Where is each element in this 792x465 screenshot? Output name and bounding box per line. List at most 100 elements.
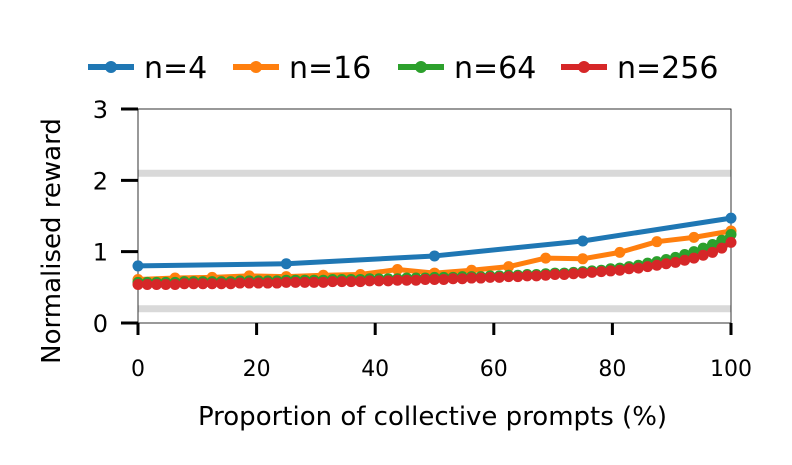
data-point [391, 264, 403, 275]
data-point [327, 276, 339, 288]
data-point [651, 259, 663, 271]
data-point [141, 278, 153, 290]
data-point [540, 252, 552, 264]
legend-label: n=256 [617, 51, 718, 86]
data-point [493, 271, 505, 283]
x-tick-label: 20 [243, 357, 271, 382]
legend-swatch-marker [578, 61, 590, 73]
data-point [706, 246, 718, 258]
data-point [558, 268, 570, 280]
data-point [456, 273, 468, 285]
data-point [577, 253, 589, 265]
data-point [382, 275, 394, 287]
data-point [364, 275, 376, 287]
data-point [373, 275, 385, 287]
data-point [336, 276, 348, 288]
data-point [345, 276, 357, 288]
data-point [429, 273, 440, 285]
data-point [614, 246, 626, 258]
data-point [391, 274, 403, 286]
data-point [475, 272, 487, 284]
legend-entry-n-4: n=4 [88, 51, 207, 86]
data-point [466, 272, 478, 284]
data-point [577, 235, 589, 247]
x-tick-label: 40 [361, 357, 389, 382]
data-point [586, 266, 598, 278]
data-point [484, 271, 496, 283]
data-point [188, 278, 200, 290]
data-point [160, 278, 172, 290]
x-tick-label: 80 [598, 357, 626, 382]
data-point [632, 262, 644, 274]
data-point [438, 273, 450, 285]
data-point [642, 261, 654, 273]
data-point [429, 250, 440, 262]
legend-swatch-marker [250, 61, 262, 73]
data-point [178, 278, 190, 290]
data-point [419, 273, 431, 285]
data-point [132, 278, 144, 290]
data-point [595, 266, 607, 278]
data-point [410, 274, 422, 286]
data-point [225, 278, 237, 290]
data-point [271, 277, 283, 289]
data-point [623, 263, 635, 275]
data-point [243, 277, 255, 289]
legend-label: n=64 [454, 51, 536, 86]
x-axis-label: Proportion of collective prompts (%) [198, 402, 667, 432]
data-point [151, 278, 163, 290]
data-point [651, 236, 663, 248]
data-point [521, 270, 533, 282]
data-point [679, 254, 691, 266]
legend-entry-n-64: n=64 [398, 51, 536, 86]
y-tick-label: 0 [93, 310, 108, 338]
data-point [503, 271, 515, 283]
data-point [669, 256, 681, 268]
legend-label: n=16 [289, 51, 371, 86]
data-point [716, 242, 728, 254]
data-point [688, 231, 700, 243]
data-point [605, 265, 617, 277]
data-point [234, 277, 246, 289]
data-point [660, 258, 672, 270]
data-point [354, 276, 366, 288]
legend: n=4 n=16 n=64 n=256 [88, 51, 718, 86]
data-point [530, 270, 542, 282]
data-point [447, 273, 459, 285]
data-point [280, 276, 292, 288]
axes: 0 20 40 60 80 100 0 1 2 3 [93, 96, 752, 382]
data-point [215, 278, 227, 290]
y-tick-label: 2 [93, 167, 108, 195]
data-point [614, 264, 626, 276]
series-layer [132, 212, 737, 290]
y-tick-label: 1 [93, 239, 108, 267]
data-point [169, 278, 181, 290]
data-point [317, 276, 329, 288]
data-point [308, 276, 320, 288]
data-point [262, 277, 274, 289]
legend-swatch-marker [415, 61, 427, 73]
plot-area-frame [137, 108, 732, 324]
series-n-256 [132, 236, 737, 290]
data-point [290, 276, 302, 288]
data-point [512, 271, 524, 283]
data-point [540, 269, 552, 281]
legend-entry-n-256: n=256 [561, 51, 718, 86]
data-point [725, 212, 737, 224]
legend-label: n=4 [144, 51, 207, 86]
data-point [280, 258, 292, 270]
data-point [401, 274, 413, 286]
x-tick-label: 100 [710, 357, 752, 382]
data-point [503, 261, 515, 273]
data-point [697, 249, 709, 261]
data-point [688, 252, 700, 264]
data-point [206, 278, 218, 290]
data-point [197, 278, 209, 290]
data-point [725, 229, 737, 241]
legend-entry-n-16: n=16 [233, 51, 371, 86]
y-tick-label: 3 [93, 96, 108, 124]
y-axis-label: Normalised reward [37, 118, 67, 364]
data-point [725, 236, 737, 248]
x-tick-label: 0 [131, 357, 145, 382]
